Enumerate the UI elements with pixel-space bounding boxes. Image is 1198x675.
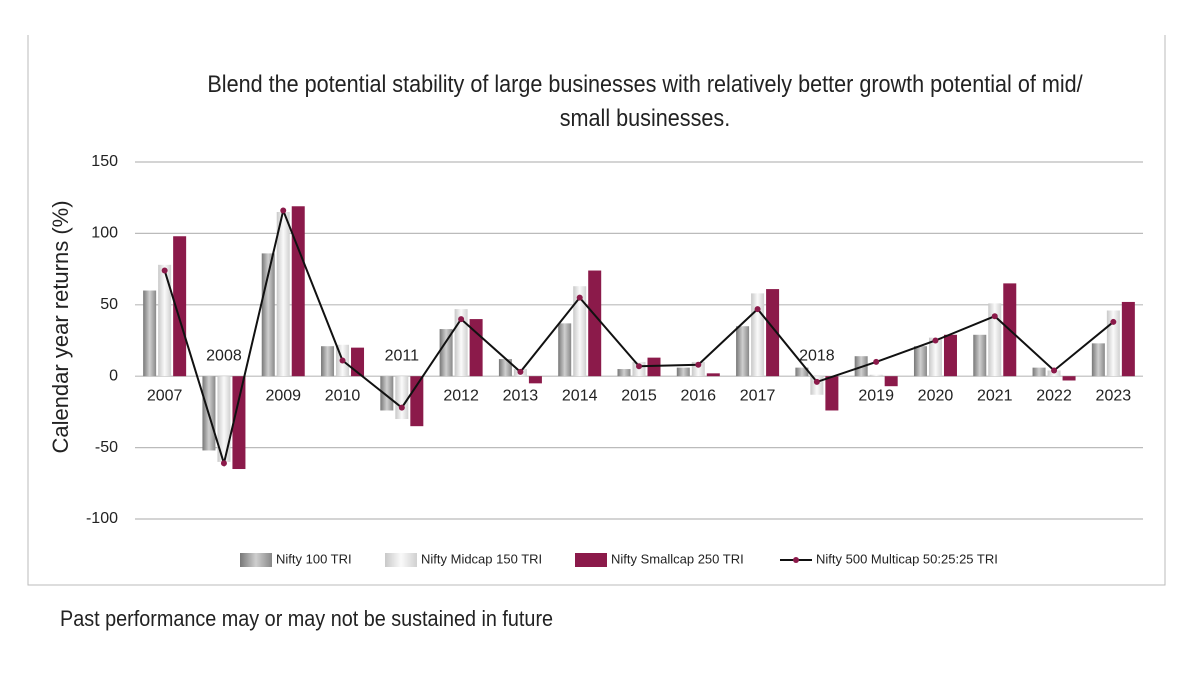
bar: [143, 290, 157, 377]
x-tick-label: 2012: [443, 387, 479, 404]
line-marker: [754, 306, 761, 313]
legend-label: Nifty Smallcap 250 TRI: [611, 551, 744, 566]
y-tick-label: 100: [91, 225, 118, 242]
bar: [380, 376, 394, 411]
line-marker: [398, 404, 405, 411]
line-marker: [1110, 318, 1117, 325]
bar: [751, 293, 765, 377]
bar: [1062, 376, 1076, 381]
chart-title: Blend the potential stability of large b…: [207, 71, 1083, 132]
x-tick-label: 2009: [265, 387, 301, 404]
bar: [928, 337, 942, 377]
bar: [469, 319, 483, 377]
line: [163, 207, 1114, 468]
line-marker: [813, 378, 820, 385]
bar: [232, 376, 246, 470]
legend-marker: [793, 557, 799, 563]
bar: [736, 326, 750, 377]
x-tick-label: 2021: [977, 387, 1013, 404]
x-tick-label: 2010: [325, 387, 361, 404]
bar: [825, 376, 839, 411]
bar: [573, 286, 587, 377]
x-tick-label: 2019: [858, 387, 894, 404]
bar: [588, 270, 602, 377]
x-tick-label: 2007: [147, 387, 183, 404]
bar: [158, 264, 172, 377]
legend-label: Nifty 500 Multicap 50:25:25 TRI: [816, 551, 998, 566]
bar: [217, 376, 231, 462]
legend-label: Nifty 100 TRI: [276, 551, 352, 566]
bar: [528, 376, 542, 384]
bar: [943, 334, 957, 377]
x-tick-label: 2011: [385, 347, 420, 364]
line-marker: [576, 294, 583, 301]
x-tick-label: 2023: [1096, 387, 1132, 404]
frame: [27, 35, 1166, 586]
y-tick-label: -50: [95, 439, 118, 456]
x-tick-label: 2008: [206, 347, 242, 364]
bar: [884, 376, 898, 387]
footnote: Past performance may or may not be susta…: [60, 606, 554, 631]
bar: [869, 374, 883, 377]
x-tick-label: 2013: [503, 387, 539, 404]
bar: [395, 376, 409, 420]
legend-swatch: [575, 553, 607, 567]
bar: [454, 309, 468, 377]
bar: [1032, 367, 1046, 377]
bar: [1106, 310, 1120, 377]
bar: [676, 367, 690, 377]
bar: [173, 236, 187, 377]
y-axis-label: Calendar year returns (%): [48, 200, 73, 453]
y-tick-label: 0: [109, 367, 118, 384]
bar: [558, 323, 572, 377]
line-marker: [280, 207, 287, 214]
x-tick-label: 2017: [740, 387, 776, 404]
line-marker: [636, 363, 642, 370]
x-tick-label: 2014: [562, 387, 598, 404]
line-marker: [220, 460, 227, 467]
bar: [276, 211, 290, 377]
legend-swatch: [385, 553, 417, 567]
line-marker: [873, 358, 880, 365]
bar: [795, 367, 809, 377]
bar: [973, 334, 987, 377]
x-tick-label: 2015: [621, 387, 657, 404]
legend-label: Nifty Midcap 150 TRI: [421, 551, 542, 566]
line-marker: [932, 337, 939, 344]
bar: [913, 346, 927, 377]
bar: [498, 359, 512, 377]
bar: [439, 329, 453, 377]
x-tick-label: 2020: [918, 387, 954, 404]
line-marker: [161, 267, 168, 274]
line-marker: [339, 357, 346, 364]
bar: [321, 346, 335, 377]
bar: [1121, 301, 1135, 377]
y-tick-label: 150: [91, 153, 118, 170]
line-marker: [991, 313, 998, 320]
bar: [766, 289, 780, 377]
x-tick-label: 2022: [1036, 387, 1072, 404]
bar: [617, 369, 631, 377]
legend-swatch: [240, 553, 272, 567]
bar: [988, 303, 1002, 377]
line-marker: [458, 316, 465, 323]
line-marker: [695, 361, 702, 368]
bar: [706, 373, 720, 377]
line-marker: [1051, 367, 1058, 374]
x-tick-label: 2016: [680, 387, 716, 404]
y-tick-label: -100: [86, 510, 118, 527]
bar: [291, 206, 305, 377]
x-tick-label: 2018: [799, 347, 835, 364]
y-tick-label: 50: [100, 296, 118, 313]
bar: [1091, 343, 1105, 377]
bar: [647, 357, 661, 377]
line-marker: [517, 368, 524, 375]
